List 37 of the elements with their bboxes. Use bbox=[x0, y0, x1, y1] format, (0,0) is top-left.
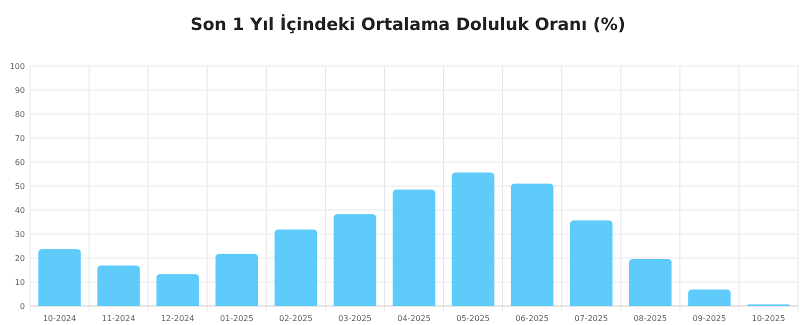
x-tick-label: 12-2024 bbox=[160, 314, 194, 323]
x-tick-label: 08-2025 bbox=[634, 314, 668, 323]
x-tick-label: 10-2025 bbox=[752, 314, 786, 323]
bar bbox=[629, 258, 672, 306]
x-tick-label: 07-2025 bbox=[574, 314, 608, 323]
x-tick-label: 06-2025 bbox=[515, 314, 549, 323]
bar bbox=[452, 172, 494, 306]
y-tick-label: 10 bbox=[14, 278, 25, 287]
y-tick-label: 50 bbox=[14, 182, 25, 191]
x-tick-label: 09-2025 bbox=[692, 314, 726, 323]
y-tick-label: 20 bbox=[14, 254, 25, 263]
x-tick-label: 02-2025 bbox=[279, 314, 313, 323]
bar bbox=[570, 220, 612, 306]
x-tick-label: 05-2025 bbox=[456, 314, 490, 323]
x-tick-label: 04-2025 bbox=[397, 314, 431, 323]
bar bbox=[334, 214, 376, 306]
bar bbox=[38, 249, 81, 306]
y-tick-label: 70 bbox=[14, 134, 25, 143]
y-tick-label: 40 bbox=[14, 206, 25, 215]
y-tick-label: 90 bbox=[14, 86, 25, 95]
bar bbox=[688, 289, 731, 306]
y-tick-label: 60 bbox=[14, 158, 25, 167]
bar bbox=[274, 229, 318, 306]
y-tick-label: 0 bbox=[20, 302, 25, 311]
x-tick-label: 11-2024 bbox=[102, 314, 136, 323]
y-tick-label: 100 bbox=[10, 62, 25, 71]
chart-title: Son 1 Yıl İçindeki Ortalama Doluluk Oranı (%) bbox=[190, 14, 626, 35]
x-tick-label: 01-2025 bbox=[220, 314, 254, 323]
x-tick-label: 03-2025 bbox=[338, 314, 372, 323]
bar bbox=[216, 254, 258, 306]
bar bbox=[510, 184, 554, 306]
y-tick-label: 30 bbox=[14, 230, 25, 239]
x-tick-label: 10-2024 bbox=[42, 314, 76, 323]
bar bbox=[392, 190, 436, 306]
bar bbox=[156, 274, 199, 306]
bar bbox=[97, 265, 140, 306]
y-tick-label: 80 bbox=[14, 110, 25, 119]
